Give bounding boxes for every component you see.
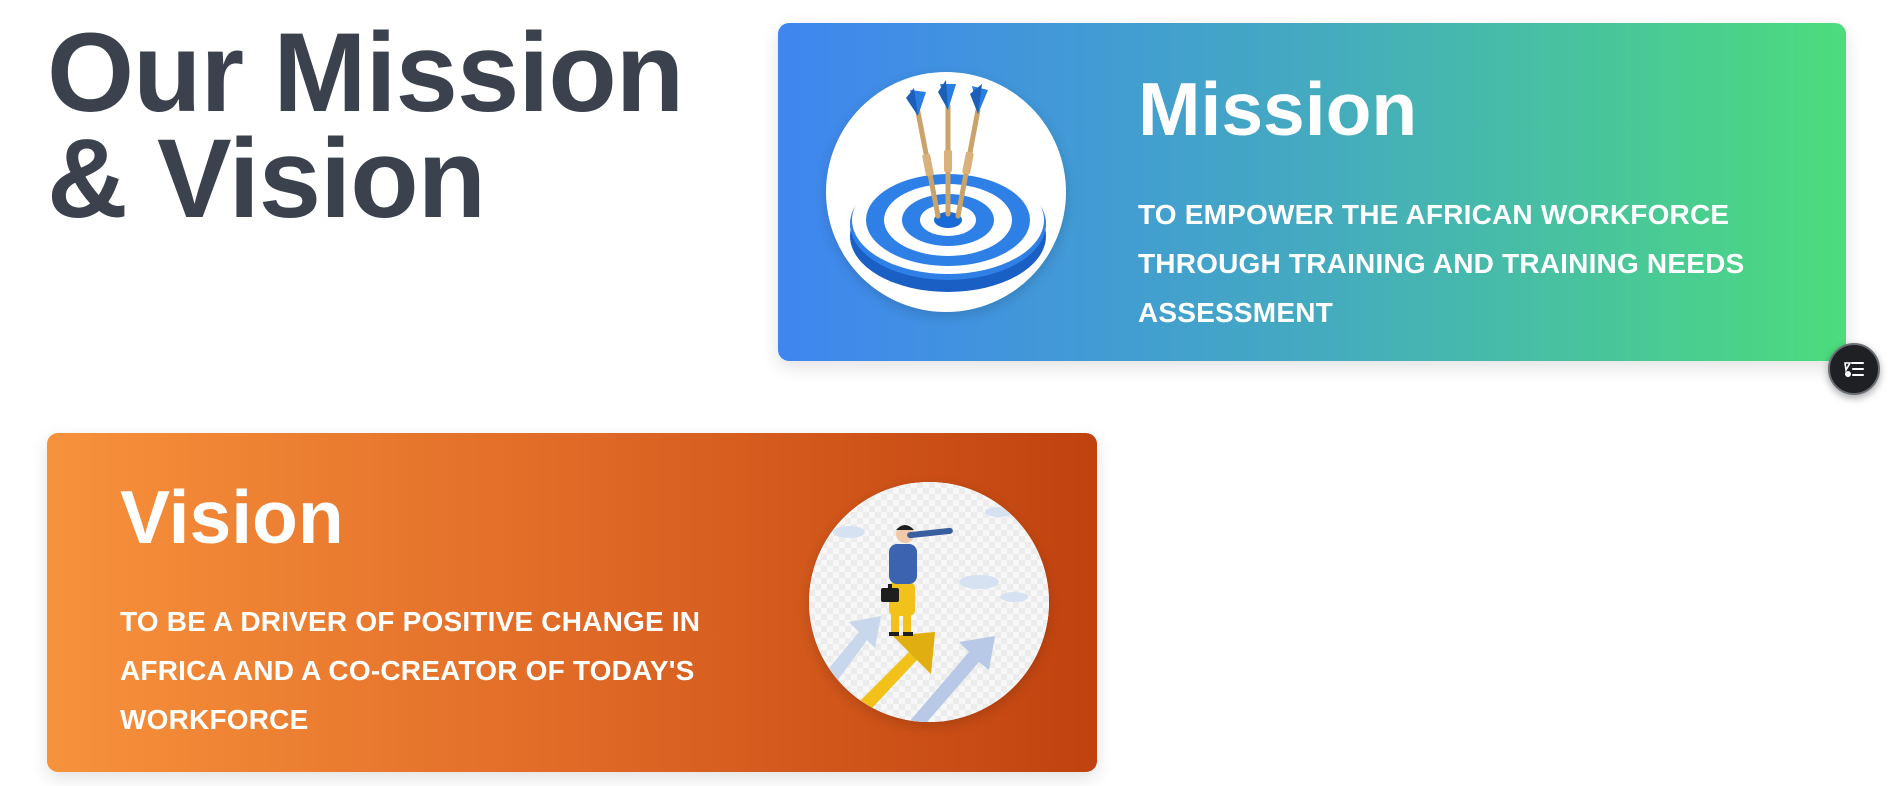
vision-text: TO BE A DRIVER OF POSITIVE CHANGE IN AFR…: [120, 606, 701, 735]
mission-card: Mission TO EMPOWER THE AFRICAN WORKFORCE…: [778, 23, 1846, 361]
telescope-visionary-icon: [809, 482, 1049, 722]
page-title: Our Mission & Vision: [47, 10, 684, 241]
page-title-line-1: Our Mission: [47, 10, 684, 135]
mission-text: TO EMPOWER THE AFRICAN WORKFORCE THROUGH…: [1138, 199, 1745, 328]
page-title-line-2: & Vision: [47, 116, 486, 241]
floating-list-menu-button[interactable]: [1828, 343, 1880, 395]
mission-title: Mission: [1138, 67, 1418, 151]
dartboard-target-icon: [826, 72, 1066, 312]
vision-title: Vision: [120, 475, 344, 559]
vision-card: Vision TO BE A DRIVER OF POSITIVE CHANGE…: [47, 433, 1097, 772]
list-menu-icon: [1844, 362, 1864, 377]
